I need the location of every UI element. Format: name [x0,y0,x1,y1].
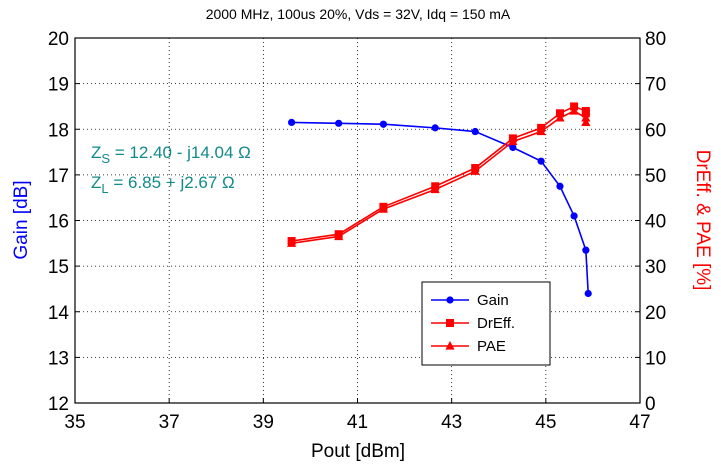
y-right-tick-label: 20 [645,303,666,324]
x-tick-label: 43 [441,412,462,433]
y-left-tick-label: 15 [48,257,69,278]
legend-marker-pae [445,341,455,350]
x-tick-label: 45 [535,412,556,433]
legend-label-gain: Gain [477,292,509,309]
y-left-axis-label: Gain [dB] [11,180,32,259]
data-point-pae [334,231,344,241]
y-right-tick-label: 80 [645,29,666,50]
x-tick-label: 41 [347,412,368,433]
data-point-gain [582,246,590,254]
y-right-tick-label: 70 [645,75,666,96]
data-point-pae [378,204,388,213]
x-axis-ticks: 35 37 39 41 43 45 47 [64,398,651,433]
y-right-tick-label: 10 [645,348,666,369]
x-tick-label: 37 [159,412,180,433]
y-left-axis-ticks: 12 13 14 15 16 17 18 19 20 [48,29,80,415]
data-point-gain [537,157,545,165]
y-right-axis-label: DrEff. & PAE [%] [692,150,713,291]
data-point-pae [286,238,297,247]
data-point-pae [555,112,565,122]
y-left-tick-label: 12 [48,394,69,415]
data-point-gain [509,143,517,152]
x-tick-label: 35 [64,412,85,433]
data-point-gain [584,289,592,298]
data-point-pae [581,117,591,127]
y-left-tick-label: 18 [48,120,69,141]
data-point-pae [569,106,579,115]
y-right-tick-label: 0 [645,394,656,415]
data-point-gain [431,124,439,132]
y-left-tick-label: 19 [48,75,69,96]
x-tick-label: 47 [629,412,650,433]
y-right-tick-label: 30 [645,257,666,278]
series-layer [286,102,592,298]
data-point-pae [581,112,591,122]
y-left-tick-label: 20 [48,29,69,50]
data-point-gain [379,120,387,128]
y-left-tick-label: 14 [48,303,70,324]
y-right-tick-label: 60 [645,120,666,141]
legend-marker-dreff [446,319,454,327]
data-point-pae [470,166,480,175]
series-line-gain [291,121,590,294]
y-right-tick-label: 40 [645,212,666,233]
legend-label-dreff: DrEff. [477,315,515,332]
y-left-tick-label: 17 [48,166,69,187]
data-point-gain [570,212,578,220]
legend-marker-gain [446,296,454,304]
data-point-pae [536,126,546,136]
data-point-pae [430,184,440,194]
data-point-gain [335,119,343,127]
data-point-gain [471,127,479,136]
x-tick-label: 39 [253,412,274,433]
grid [74,37,641,404]
y-right-axis-ticks: 0 10 20 30 40 50 60 70 80 [635,29,666,415]
legend-label-pae: PAE [477,338,506,355]
y-right-tick-label: 50 [645,166,666,187]
data-point-gain [287,118,296,127]
data-point-gain [556,182,564,190]
chart-title: 2000 MHz, 100us 20%, Vds = 32V, Idq = 15… [206,6,511,22]
x-axis-label: Pout [dBm] [311,441,405,462]
y-left-tick-label: 13 [48,348,69,369]
y-left-tick-label: 16 [48,212,69,233]
data-point-pae [508,136,518,146]
zl-annotation: ZL = 6.85 + j2.67 Ω [91,173,235,196]
zs-annotation: ZS = 12.40 - j14.04 Ω [91,143,251,166]
legend: Gain DrEff. PAE [421,281,551,366]
